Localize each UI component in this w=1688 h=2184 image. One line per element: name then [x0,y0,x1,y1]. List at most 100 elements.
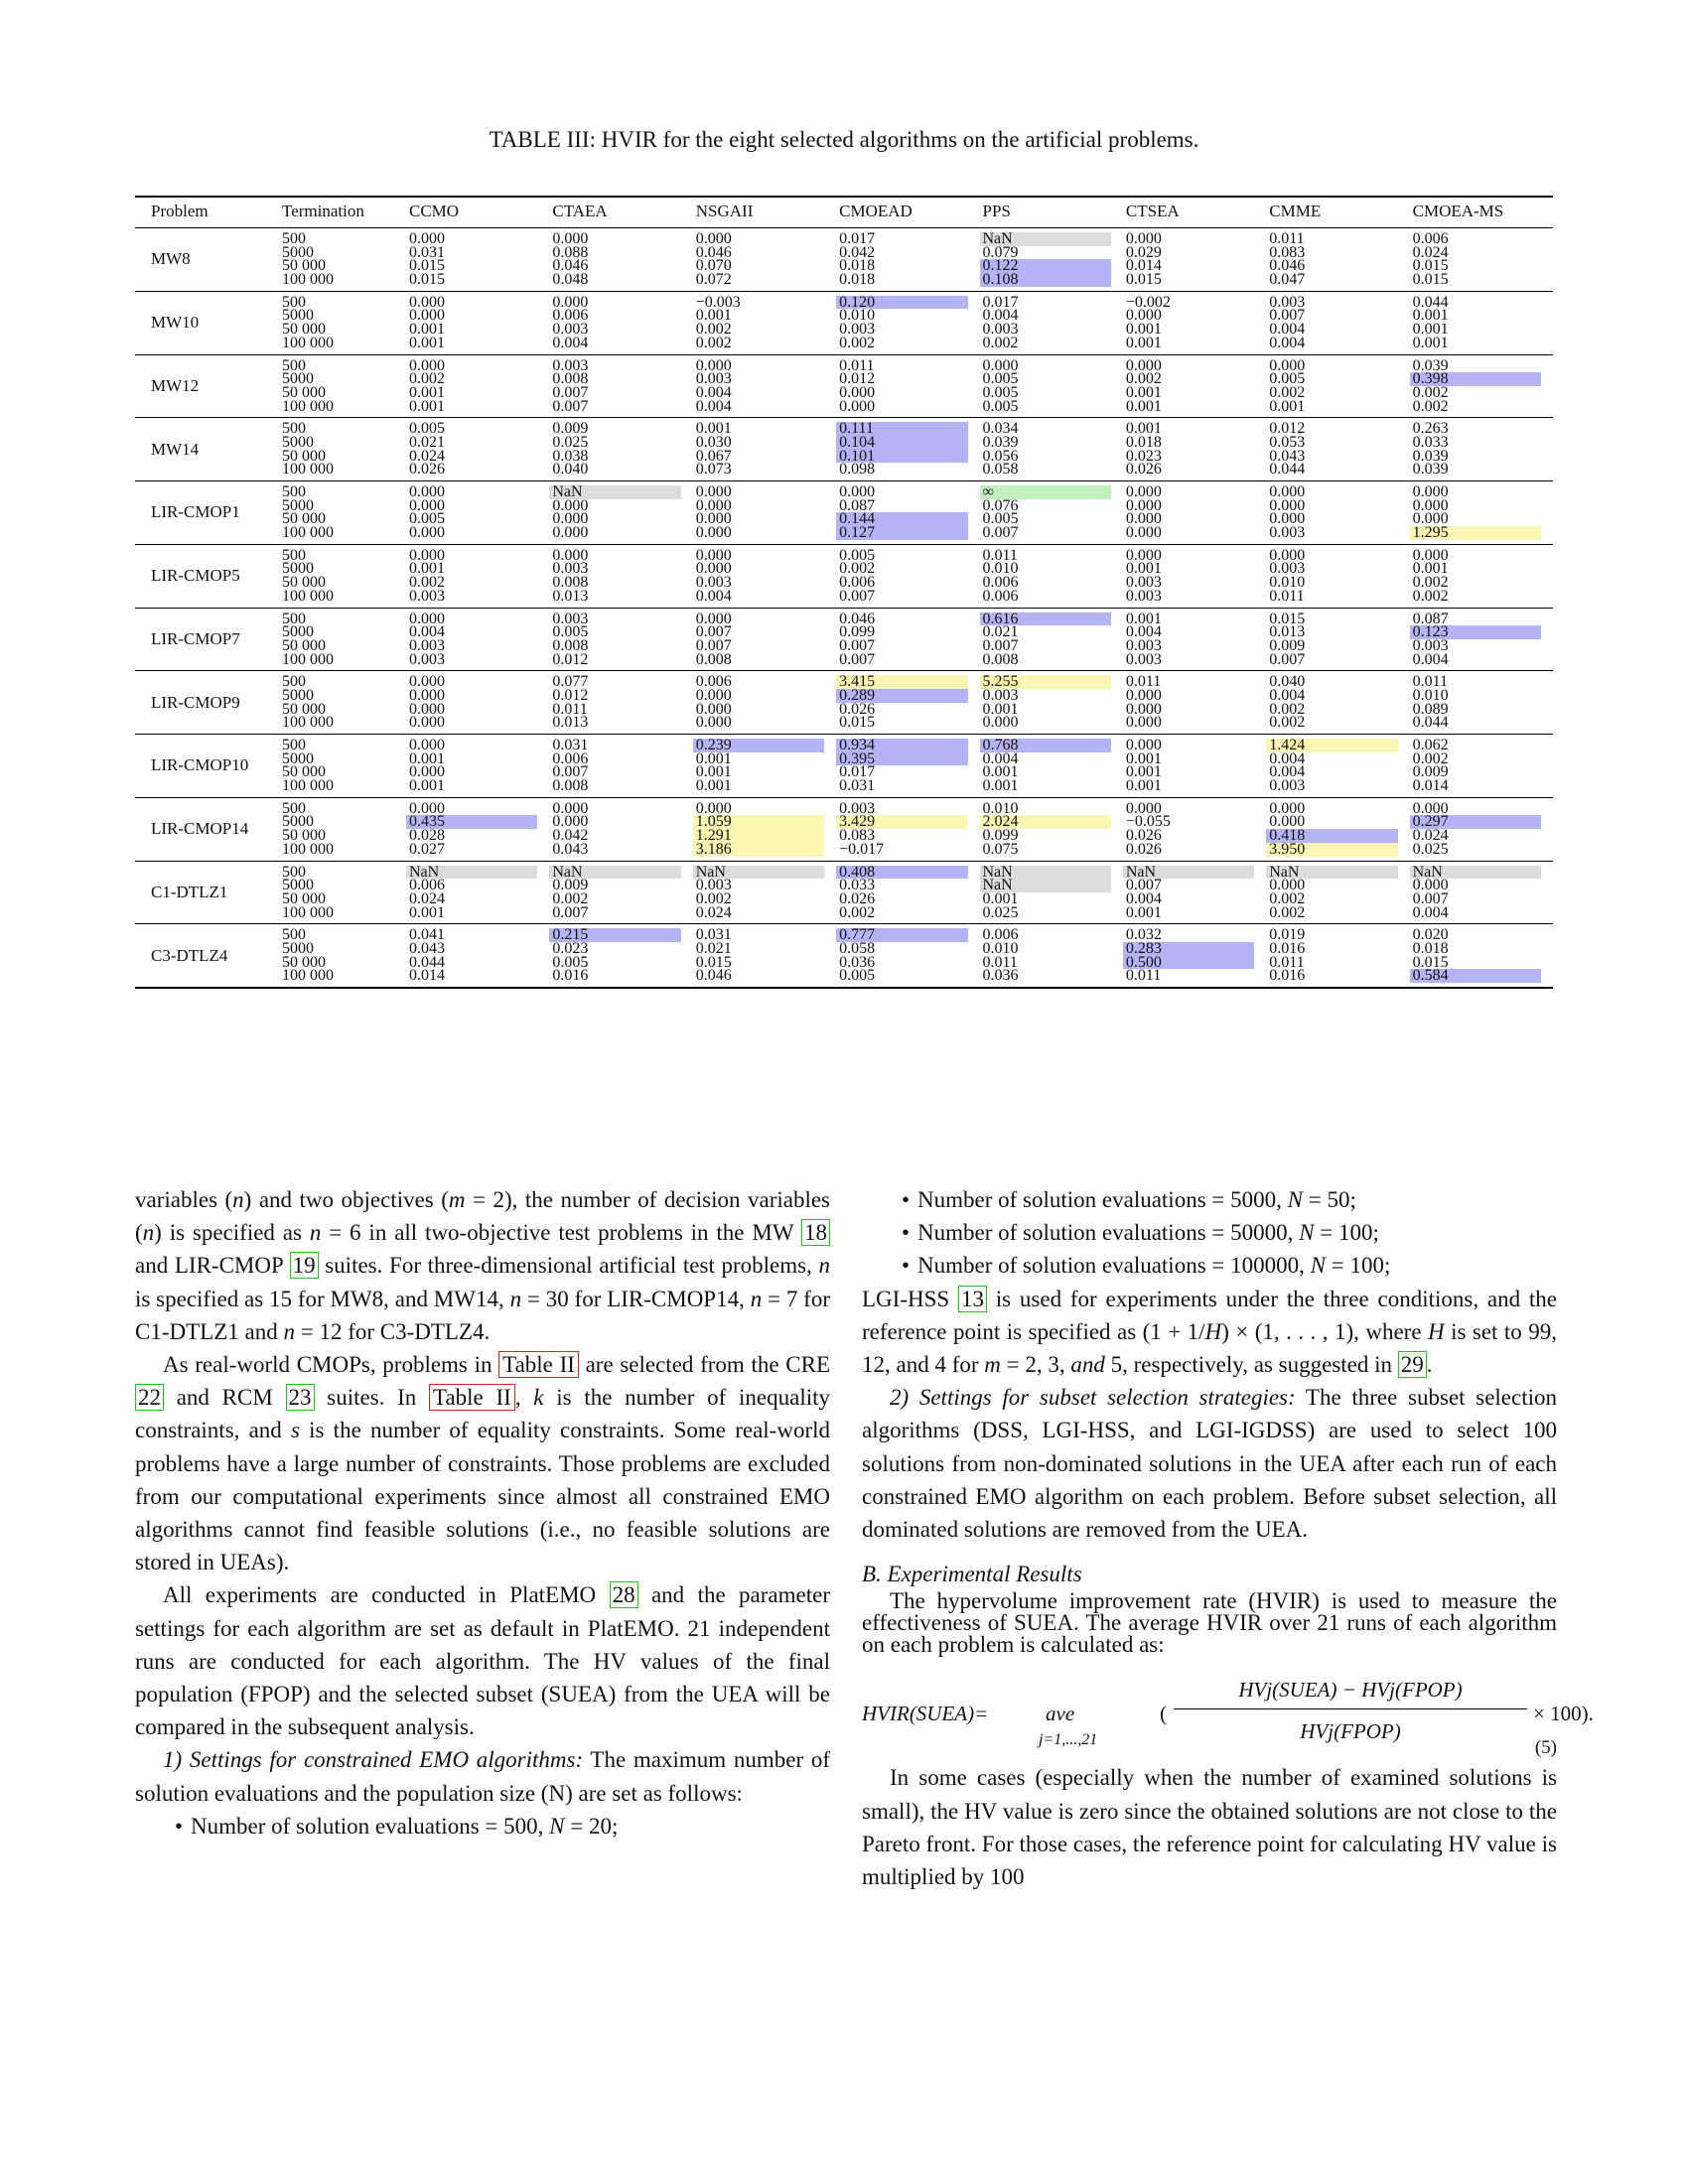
hvir-value: 0.026 [1125,461,1162,478]
hvir-value: 0.015 [409,271,445,289]
hvir-value: 0.011 [1125,967,1162,985]
value-cell: 0.215 0.023 0.005 0.016 [549,923,693,990]
paragraph-lgi-hss: LGI-HSS 13 is used for experiments under… [862,1285,1558,1379]
hvir-value: 0.026 [839,700,876,718]
termination-value: 500 [282,863,306,881]
termination-value: 500 [282,610,306,627]
value-cell: 0.000 0.000 0.418 3.950 [1266,797,1410,862]
hvir-value: 0.008 [695,650,732,668]
hvir-value: 0.002 [409,574,445,592]
hvir-value: 0.000 [552,813,589,831]
termination-cell: 500 5000 50 000 100 000 [279,861,406,925]
hvir-value: 0.005 [1269,370,1306,388]
value-cell: 0.000 0.031 0.015 0.015 [406,227,550,292]
hvir-value: 0.015 [1412,257,1449,275]
hvir-value: 0.005 [409,420,445,438]
hvir-value: 0.000 [409,483,445,500]
hvir-value: 0.001 [1412,307,1449,325]
hvir-value: 0.015 [1412,953,1449,971]
formula-lhs: HVIR(SUEA)= [862,1702,989,1726]
value-cell: 0.001 0.018 0.023 0.026 [1122,417,1267,481]
hvir-value: 0.076 [982,496,1019,514]
hvir-value: 0.001 [1125,420,1162,438]
hvir-value: 0.015 [1412,271,1449,289]
hvir-value: 0.011 [839,356,875,374]
hvir-value: 0.003 [1125,650,1162,668]
hvir-value: 0.000 [552,230,589,247]
value-cell: 0.020 0.018 0.015 0.584 [1409,923,1553,990]
hvir-value: 0.000 [839,383,876,401]
value-cell: 0.006 0.010 0.011 0.036 [979,923,1123,990]
value-cell: 0.001 0.004 0.003 0.003 [1122,608,1267,672]
hvir-value: 0.014 [409,967,445,985]
hvir-value: 0.004 [695,383,732,401]
problem-name: MW8 [135,227,279,292]
hvir-value: 0.000 [695,356,732,374]
value-cell: 0.000 0.001 0.002 0.003 [406,544,550,609]
hvir-value: 0.036 [982,967,1019,985]
hvir-value: 0.000 [1125,307,1162,325]
hvir-value: 0.006 [1412,230,1449,247]
hvir-value: 0.010 [982,799,1019,817]
value-cell: 0.000 0.029 0.014 0.015 [1122,227,1267,292]
value-cell: 0.005 0.002 0.006 0.007 [836,544,980,609]
value-cell: 0.000 0.001 0.000 0.001 [406,734,550,798]
termination-cell: 500 5000 50 000 100 000 [279,480,406,545]
hvir-value: 0.001 [1125,560,1162,578]
hvir-value: 0.039 [1412,447,1449,465]
column-header-pps: PPS [979,196,1123,228]
hvir-value: 0.000 [552,293,589,311]
value-cell: 0.000 0.005 0.002 0.001 [1266,354,1410,419]
hvir-value: 1.424 [1266,738,1398,752]
hvir-value: 0.000 [695,546,732,564]
hvir-value: 0.002 [695,334,732,351]
hvir-value: 0.034 [982,420,1019,438]
hvir-value: 0.289 [836,688,968,703]
hvir-value: 0.003 [982,321,1019,339]
hvir-value: 0.016 [552,967,589,985]
hvir-value: 0.024 [1412,827,1449,845]
hvir-value: 0.031 [409,243,445,261]
hvir-value: 1.291 [692,828,825,843]
hvir-value: 0.006 [982,926,1019,944]
problem-name: MW10 [135,291,279,355]
hvir-value: 0.002 [695,889,732,907]
value-cell: NaN 0.079 0.122 0.108 [979,227,1123,292]
paragraph-variables: variables (n) and two objectives (m = 2)… [135,1187,830,1344]
hvir-value: 0.070 [695,257,732,275]
termination-cell: 500 5000 50 000 100 000 [279,544,406,609]
bullet-100000: Number of solution evaluations = 100000,… [862,1249,1557,1282]
hvir-value: 0.000 [1125,496,1162,514]
hvir-value: 0.297 [1409,814,1541,830]
hvir-value: NaN [979,878,1111,893]
hvir-value: 0.007 [695,636,732,654]
hvir-value: 0.010 [982,939,1019,957]
hvir-value: 0.002 [695,321,732,339]
equation-number: (5) [1534,1737,1557,1759]
hvir-value: 0.000 [1125,356,1162,374]
value-cell: 0.000 0.435 0.028 0.027 [406,797,550,862]
value-cell: 0.000 0.006 0.003 0.004 [549,291,693,355]
hvir-value: NaN [1122,864,1255,880]
hvir-value: 0.046 [839,610,876,627]
column-header-termination: Termination [279,196,406,228]
hvir-value: 0.000 [1269,510,1306,528]
hvir-value: 0.000 [409,524,445,542]
value-cell: 3.415 0.289 0.026 0.015 [836,670,980,735]
hvir-value: 0.001 [409,321,445,339]
formula-ave: ave [1046,1702,1075,1726]
hvir-value: 0.000 [1125,686,1162,704]
table-header-row: Problem Termination CCMO CTAEA NSGAII CMOEAD P… [135,196,1553,228]
table-row: LIR-CMOP7 500 5000 50 000 100 000 0.000 0.004 0… [135,608,1553,672]
value-cell: 0.006 0.000 0.000 0.000 [692,670,837,735]
hvir-value: 0.009 [552,420,589,438]
hvir-value: 0.012 [552,686,589,704]
hvir-value: 0.123 [1409,624,1541,640]
value-cell: 0.263 0.033 0.039 0.039 [1409,417,1553,481]
problem-name: LIR-CMOP9 [135,670,279,735]
hvir-value: 0.006 [839,574,876,592]
termination-value: 500 [282,673,306,691]
termination-cell: 500 5000 50 000 100 000 [279,227,406,292]
hvir-value: 0.002 [1269,383,1306,401]
hvir-value: 0.000 [409,307,445,325]
